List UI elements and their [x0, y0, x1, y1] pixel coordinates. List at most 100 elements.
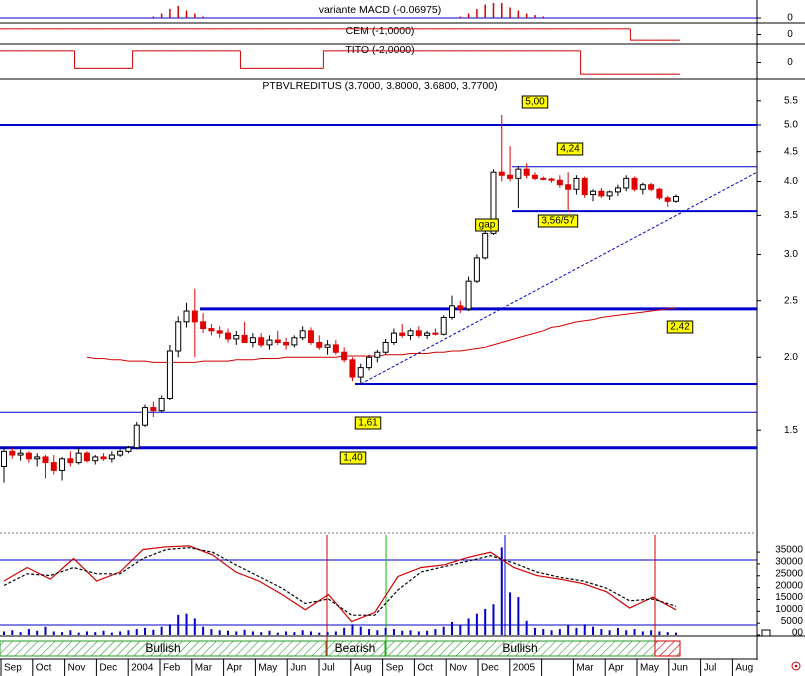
y-tick-label: 35000: [775, 545, 803, 556]
y-tick-label: 10000: [775, 604, 803, 615]
candle-body: [341, 351, 348, 361]
step-segment: [322, 50, 332, 69]
y-tick-label: 5.0: [784, 120, 798, 131]
candle-body: [25, 452, 32, 460]
candle-body: [307, 330, 314, 343]
candle-body: [482, 232, 489, 259]
x-tick-label: 2004: [131, 663, 154, 674]
candle-body: [498, 171, 505, 176]
x-tick-label: May: [640, 663, 659, 674]
step-segment: [239, 50, 249, 69]
candle-body: [415, 330, 422, 336]
candle-body: [183, 310, 190, 323]
candle-body: [639, 184, 646, 190]
candle-body: [83, 452, 90, 462]
candle-body: [208, 328, 215, 332]
annotation: gap: [479, 220, 496, 231]
candle-body: [200, 321, 207, 330]
candle-body: [490, 171, 497, 234]
candle-body: [357, 367, 364, 378]
candle-body: [9, 450, 16, 456]
annotation-box: [666, 320, 694, 334]
y-tick-label: 20000: [775, 580, 803, 591]
candle-body: [266, 339, 273, 346]
candle-body: [673, 196, 679, 202]
candle-body: [556, 179, 563, 186]
icon: [761, 629, 771, 637]
x-tick-label: Jul: [322, 663, 335, 674]
x-tick-label: Oct: [36, 663, 52, 674]
annotation-box: [556, 142, 584, 156]
candle-body: [1, 450, 7, 467]
candle-body: [233, 334, 240, 340]
moving-average: [86, 307, 677, 363]
annotation-box: [475, 218, 499, 232]
y-tick-label: 4.0: [784, 176, 798, 187]
candle-body: [565, 184, 572, 190]
candle-body: [598, 190, 605, 197]
candle-body: [424, 332, 431, 336]
candle-body: [67, 458, 74, 464]
x-tick-label: Dec: [481, 663, 499, 674]
candle-body: [166, 350, 173, 399]
x-tick-label: Mar: [576, 663, 594, 674]
x-tick-label: Dec: [99, 663, 117, 674]
x-tick-label: May: [258, 663, 277, 674]
icon: [791, 661, 801, 671]
x-tick-label: Aug: [354, 663, 372, 674]
candle-body: [108, 454, 115, 460]
x-tick-label: Nov: [449, 663, 467, 674]
candle-body: [42, 456, 49, 464]
candle-body: [191, 310, 198, 323]
candle-body: [465, 280, 472, 310]
x-tick-label: Feb: [163, 663, 181, 674]
candle-body: [59, 458, 66, 471]
icon: [794, 664, 798, 668]
candle-body: [664, 197, 671, 202]
y-tick-label: 2.0: [784, 352, 798, 363]
x-tick-label: 2005: [513, 663, 536, 674]
panel-title: TITO (-2,0000): [345, 44, 414, 56]
candle-body: [399, 332, 406, 336]
y-tick-label: 0: [787, 29, 793, 40]
candle-body: [548, 178, 555, 181]
annotation-box: [354, 416, 382, 430]
candle-body: [507, 174, 514, 179]
candle-body: [523, 168, 530, 176]
step-segment: [580, 50, 589, 75]
candle-body: [656, 188, 663, 199]
candle-body: [374, 351, 381, 358]
x-tick-label: Mar: [195, 663, 213, 674]
candle-body: [125, 447, 132, 452]
candle-body: [349, 359, 356, 378]
annotation-box: [339, 451, 367, 465]
candle-body: [614, 187, 621, 193]
candle-body: [241, 334, 248, 343]
annotation: 3,56/57: [541, 216, 575, 227]
candle-body: [540, 177, 547, 180]
candle-body: [581, 177, 588, 196]
candle-body: [92, 456, 99, 462]
y-tick-label: 3.5: [784, 210, 798, 221]
candle-body: [50, 462, 57, 471]
x-tick-label: Sep: [4, 663, 22, 674]
annotation: 5,00: [525, 97, 545, 108]
candle-body: [648, 184, 655, 190]
candle-body: [631, 177, 638, 190]
candle-body: [316, 341, 323, 348]
y-tick-label: 2.5: [784, 295, 798, 306]
step-segment: [629, 28, 639, 41]
candle-body: [225, 332, 231, 340]
candle-body: [291, 337, 298, 346]
candle-body: [449, 305, 455, 318]
regime-label: Bearish: [335, 641, 376, 655]
candle-body: [324, 344, 331, 348]
x-tick-label: Apr: [227, 663, 243, 674]
candle-body: [150, 407, 157, 412]
y-tick-label: 25000: [775, 568, 803, 579]
x-tick-label: Sep: [386, 663, 404, 674]
y-tick-label: 0: [787, 13, 793, 24]
y-tick-label: 5.5: [784, 95, 798, 106]
candle-body: [515, 168, 522, 179]
candle-body: [473, 257, 480, 282]
